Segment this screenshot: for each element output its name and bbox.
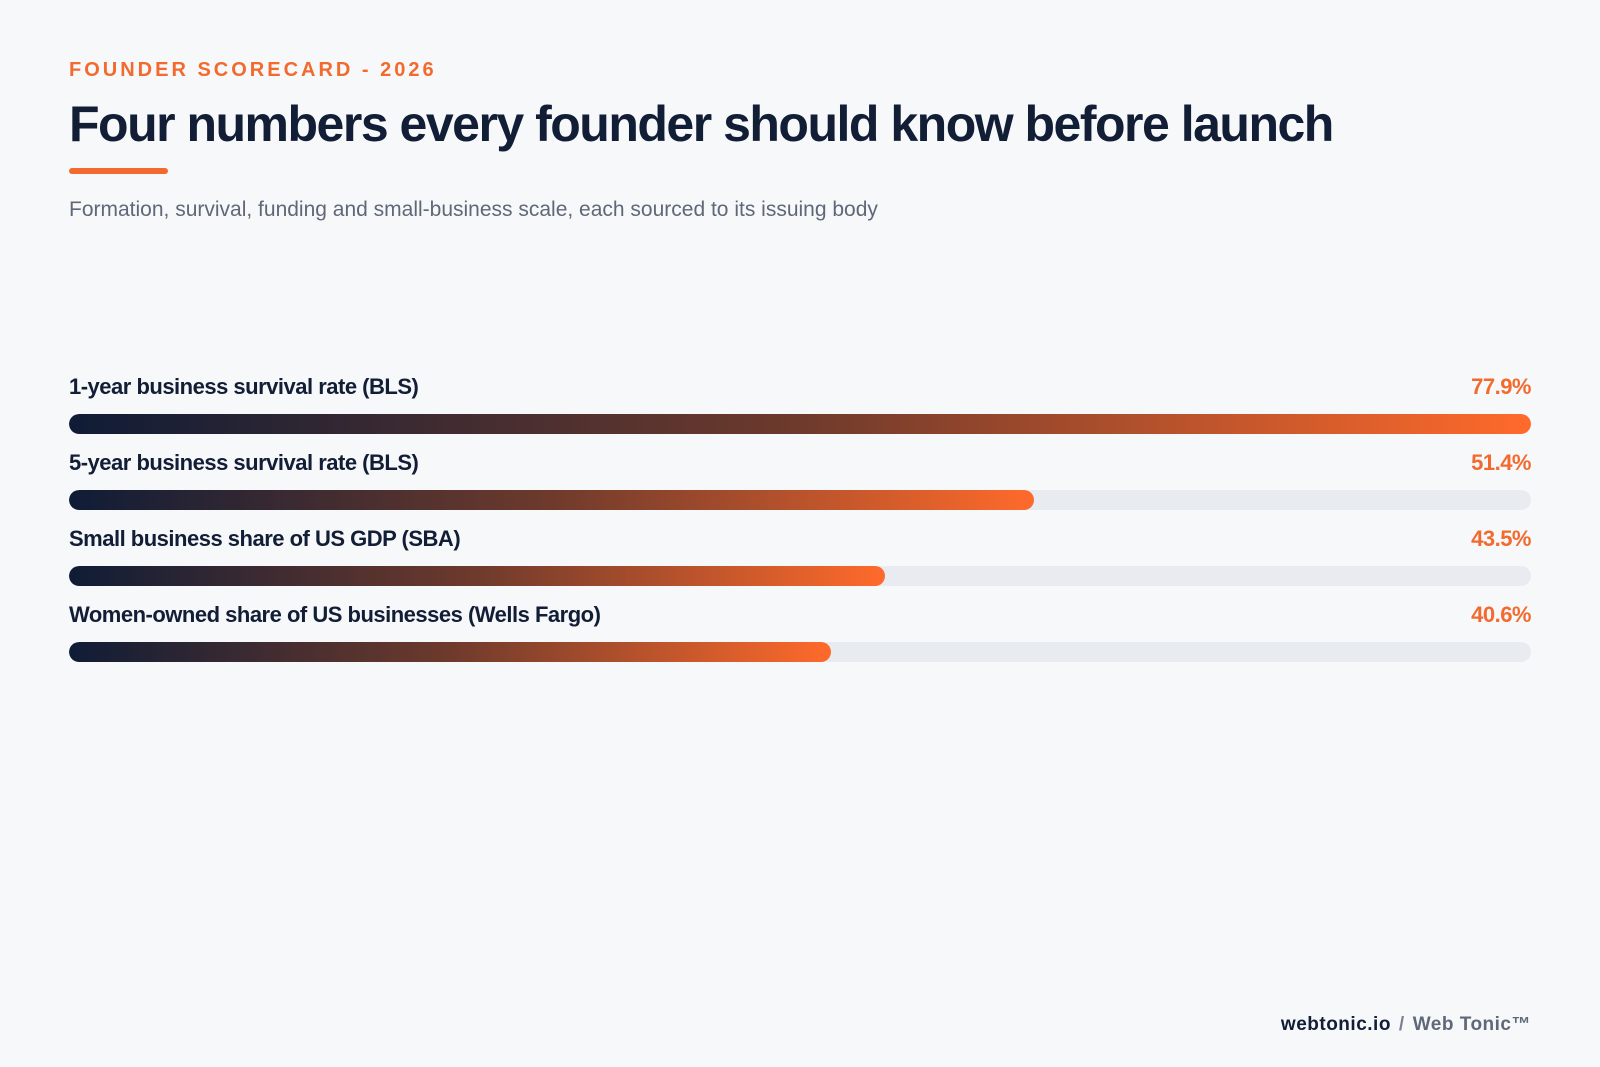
eyebrow-label: FOUNDER SCORECARD - 2026 — [69, 59, 437, 81]
footer-separator: / — [1398, 1014, 1405, 1035]
value-label: 77.9% — [1471, 374, 1531, 399]
page-subtitle: Formation, survival, funding and small-b… — [69, 198, 878, 221]
bar-track — [69, 642, 1531, 662]
footer-domain: webtonic.io — [1280, 1014, 1391, 1035]
category-label: 5-year business survival rate (BLS) — [69, 450, 419, 475]
bar-track — [69, 566, 1531, 586]
category-label: 1-year business survival rate (BLS) — [69, 374, 419, 399]
bar-track — [69, 414, 1531, 434]
title-accent-rule — [69, 168, 168, 174]
bar-row-header: Women-owned share of US businesses (Well… — [69, 600, 1531, 636]
bar-fill — [69, 490, 1034, 510]
bar-track — [69, 490, 1531, 510]
bar-row-header: 1-year business survival rate (BLS) 77.9% — [69, 372, 1531, 408]
footer-credit: webtonic.io / Web Tonic™ — [1281, 1012, 1531, 1038]
bar-row: Women-owned share of US businesses (Well… — [69, 600, 1531, 662]
bar-fill — [69, 414, 1531, 434]
bar-row: Small business share of US GDP (SBA) 43.5… — [69, 524, 1531, 586]
bar-row-header: 5-year business survival rate (BLS) 51.4% — [69, 448, 1531, 484]
footer-brand: Web Tonic™ — [1412, 1014, 1531, 1035]
value-label: 40.6% — [1471, 602, 1531, 627]
bar-fill — [69, 566, 886, 586]
category-label: Small business share of US GDP (SBA) — [69, 526, 461, 551]
bar-row-header: Small business share of US GDP (SBA) 43.5… — [69, 524, 1531, 560]
bar-row: 1-year business survival rate (BLS) 77.9% — [69, 372, 1531, 434]
value-label: 51.4% — [1471, 450, 1531, 475]
bar-fill — [69, 642, 831, 662]
header: FOUNDER SCORECARD - 2026 Four numbers ev… — [69, 56, 1531, 224]
bar-row: 5-year business survival rate (BLS) 51.4% — [69, 448, 1531, 510]
page-title: Four numbers every founder should know b… — [69, 96, 1334, 152]
category-label: Women-owned share of US businesses (Well… — [69, 602, 601, 627]
value-label: 43.5% — [1471, 526, 1531, 551]
